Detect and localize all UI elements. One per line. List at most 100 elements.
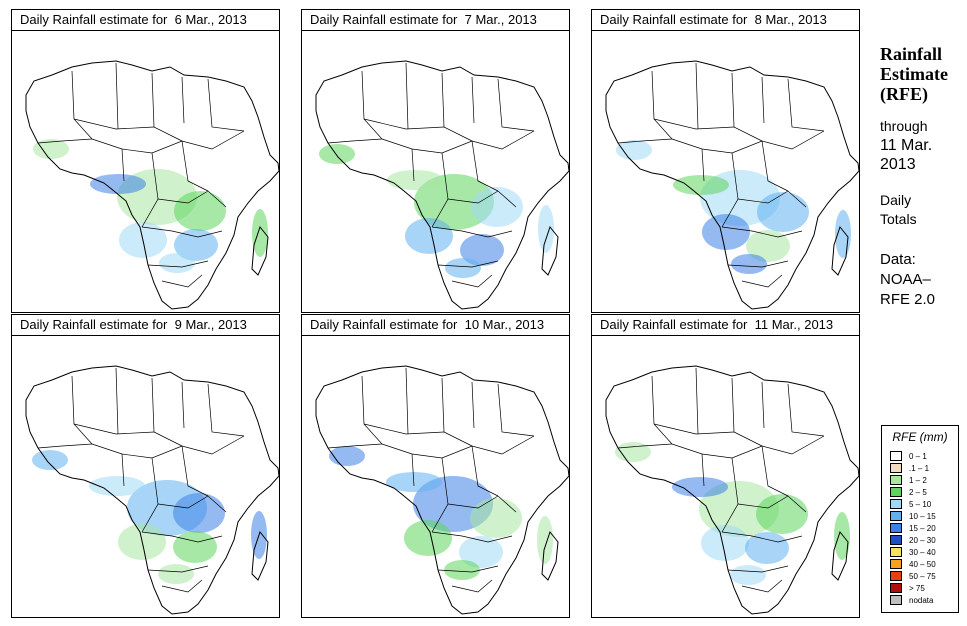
country-border — [181, 445, 209, 497]
rainfall-area — [460, 234, 504, 266]
rainfall-area — [702, 214, 750, 250]
legend-item: 0 – 1 — [890, 451, 927, 461]
madagascar-outline — [541, 530, 559, 581]
rainfall-field — [615, 442, 850, 585]
country-border — [381, 130, 535, 154]
country-border — [471, 445, 499, 497]
title-line: (RFE) — [880, 84, 928, 104]
panel-title: Daily Rainfall estimate for 6 Mar., 2013 — [11, 9, 280, 31]
rainfall-map — [591, 335, 860, 618]
rainfall-area — [158, 564, 194, 584]
country-border — [151, 72, 183, 142]
legend-swatch — [890, 547, 902, 557]
country-border — [671, 435, 825, 459]
country-border — [441, 377, 473, 447]
country-border — [787, 78, 825, 132]
legend-swatch — [890, 535, 902, 545]
legend-label: 20 – 30 — [909, 535, 936, 545]
country-border — [91, 130, 245, 154]
rainfall-area — [445, 258, 481, 278]
country-border — [695, 367, 699, 435]
panel-title: Daily Rainfall estimate for 7 Mar., 2013 — [301, 9, 570, 31]
rainfall-field — [329, 446, 553, 580]
legend-swatch — [890, 475, 902, 485]
panel-title: Daily Rainfall estimate for 11 Mar., 201… — [591, 314, 860, 336]
rainfall-area — [159, 253, 195, 273]
date-line: 11 Mar. — [880, 137, 933, 154]
country-border — [651, 70, 673, 140]
country-border — [181, 140, 209, 192]
legend-swatch — [890, 523, 902, 533]
rainfall-area — [470, 498, 522, 538]
country-border — [731, 377, 763, 447]
rainfall-area — [89, 476, 145, 496]
rainfall-area — [745, 532, 789, 564]
country-border — [431, 226, 513, 238]
country-border — [451, 274, 493, 288]
rainfall-area — [387, 170, 443, 190]
rainfall-area — [757, 192, 809, 232]
legend-label: 40 – 50 — [909, 559, 936, 569]
legend-swatch — [890, 511, 902, 521]
rainfall-area — [329, 446, 365, 466]
country-border — [761, 76, 765, 124]
country-border — [73, 118, 155, 130]
legend-item: .1 – 1 — [890, 463, 929, 473]
country-border — [437, 565, 499, 573]
rainfall-area — [746, 230, 790, 262]
country-border — [617, 443, 673, 449]
africa-coastline — [315, 365, 569, 615]
country-border — [327, 138, 383, 144]
source-line: NOAA– — [880, 271, 931, 288]
rainfall-map — [11, 30, 280, 313]
product-title: Rainfall Estimate (RFE) — [880, 44, 948, 104]
legend-label: nodata — [909, 595, 934, 605]
rainfall-area — [538, 205, 554, 253]
legend-label: 30 – 40 — [909, 547, 936, 557]
rainfall-panel-9-mar: Daily Rainfall estimate for 9 Mar., 2013 — [11, 314, 280, 618]
country-border — [431, 531, 513, 543]
country-border — [451, 579, 493, 593]
country-border — [141, 226, 223, 238]
country-border — [497, 383, 535, 437]
country-border — [653, 118, 735, 130]
rainfall-area — [471, 187, 523, 227]
country-border — [157, 190, 227, 208]
country-border — [731, 72, 763, 142]
country-border — [181, 381, 185, 429]
rainfall-area — [756, 494, 808, 534]
legend-item: nodata — [890, 595, 933, 605]
legend-swatch — [890, 583, 902, 593]
legend-swatch — [890, 595, 902, 605]
rainfall-area — [672, 477, 728, 497]
country-border — [471, 381, 475, 429]
country-border — [737, 190, 807, 208]
rainfall-map — [11, 335, 280, 618]
rainfall-field — [616, 140, 851, 274]
country-border — [671, 130, 825, 154]
country-border — [37, 443, 93, 449]
country-border — [91, 435, 245, 459]
rainfall-field — [319, 144, 554, 278]
source-line: RFE 2.0 — [880, 291, 936, 308]
country-border — [741, 274, 783, 288]
rainfall-area — [32, 450, 68, 470]
rainfall-area — [459, 536, 503, 568]
country-border — [121, 453, 125, 487]
title-line: Rainfall — [880, 44, 943, 64]
country-border — [727, 260, 789, 268]
country-border — [147, 565, 209, 573]
panel-title: Daily Rainfall estimate for 9 Mar., 2013 — [11, 314, 280, 336]
country-border — [363, 423, 445, 435]
date-line: 2013 — [880, 156, 916, 173]
country-border — [761, 381, 765, 429]
country-border — [497, 78, 535, 132]
madagascar-outline — [831, 225, 849, 276]
country-border — [701, 148, 705, 182]
legend-item: > 75 — [890, 583, 925, 593]
legend-item: 15 – 20 — [890, 523, 936, 533]
country-border — [207, 383, 245, 437]
country-border — [701, 453, 705, 487]
country-border — [471, 76, 475, 124]
legend-item: 2 – 5 — [890, 487, 927, 497]
